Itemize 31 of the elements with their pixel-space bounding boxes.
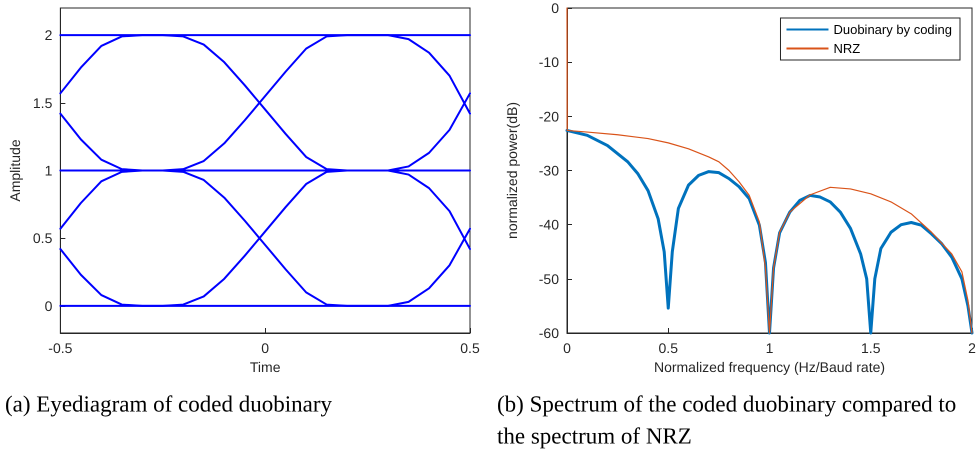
legend-label: Duobinary by coding [833,22,952,37]
text: (a) Eyediagram of coded duobinary [5,392,332,416]
y-tick-label: 1 [44,162,53,178]
x-tick-label: 0.5 [460,340,480,356]
y-tick-label: 2 [44,27,53,44]
y-tick-label: -30 [538,162,560,178]
y-tick-label: -40 [538,216,560,233]
line-series [566,7,973,334]
x-axis-title: Normalized frequency (Hz/Baud rate) [654,358,886,375]
y-tick-label: 1.5 [32,94,53,111]
line-series [59,170,471,307]
y-tick-label: -60 [538,325,560,341]
y-tick-label: 0.5 [32,230,53,246]
x-tick-label: 0.5 [658,340,678,356]
legend-label: NRZ [833,41,860,56]
y-axis-title: Amplitude [7,139,23,202]
x-tick-label: -0.5 [48,340,73,356]
x-tick-label: 0 [261,340,270,356]
x-tick-label: 2 [968,340,976,356]
x-tick-label: 0 [563,340,572,356]
y-tick-label: -20 [538,108,560,124]
line-series [59,34,471,172]
x-tick-label: 1.5 [861,340,881,356]
y-tick-label: 0 [551,0,560,16]
x-axis-title: Time [250,358,281,375]
x-tick-label: 1 [766,340,774,356]
y-tick-label: 0 [44,298,53,314]
text: (b) Spectrum of the coded duobinary compared to the spectrum of NRZ [497,392,962,448]
y-tick-label: -50 [538,270,560,287]
y-tick-label: -10 [538,54,560,70]
y-axis-title: normalized power(dB) [504,102,520,239]
